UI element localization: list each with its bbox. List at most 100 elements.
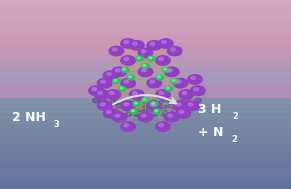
Circle shape [124,80,129,83]
Circle shape [101,103,105,106]
Circle shape [107,73,111,76]
Circle shape [173,101,188,111]
Circle shape [171,48,175,51]
Circle shape [185,101,199,111]
Circle shape [101,80,105,83]
Circle shape [168,114,172,117]
Circle shape [183,97,190,101]
Circle shape [159,97,166,101]
Circle shape [168,69,172,72]
Circle shape [156,90,170,99]
Circle shape [138,48,153,58]
Circle shape [103,71,118,80]
Circle shape [133,112,140,116]
Circle shape [142,109,149,114]
Circle shape [124,124,129,127]
Circle shape [151,112,158,116]
Circle shape [164,112,179,122]
Circle shape [142,98,149,103]
Circle shape [151,100,158,105]
Circle shape [129,41,144,50]
Circle shape [125,107,132,112]
Circle shape [103,109,118,118]
Circle shape [194,98,201,103]
Text: 3: 3 [54,120,60,129]
Circle shape [98,97,105,101]
Circle shape [109,91,114,94]
Circle shape [133,97,140,101]
Circle shape [141,69,146,72]
Circle shape [109,46,124,56]
Text: + N: + N [198,126,223,139]
Circle shape [143,64,146,66]
Circle shape [106,90,121,99]
Circle shape [191,86,205,95]
Circle shape [159,124,164,127]
Circle shape [125,100,132,105]
Circle shape [92,88,97,91]
Circle shape [98,91,102,94]
Circle shape [121,39,135,48]
Circle shape [97,101,112,111]
Circle shape [191,101,198,106]
Circle shape [171,79,178,84]
Circle shape [159,57,164,60]
Circle shape [113,79,120,84]
Circle shape [179,90,194,99]
Circle shape [162,112,169,117]
Circle shape [167,46,182,56]
Circle shape [155,110,158,112]
Circle shape [110,97,117,101]
Circle shape [141,114,146,117]
Circle shape [149,57,152,59]
Circle shape [120,100,124,102]
Circle shape [159,107,166,112]
Circle shape [143,106,148,109]
Circle shape [188,75,202,84]
Circle shape [137,57,140,59]
Circle shape [147,78,162,88]
Circle shape [156,56,170,65]
Circle shape [166,87,169,89]
Circle shape [121,122,135,131]
Text: 2: 2 [233,112,239,121]
Circle shape [158,76,161,78]
Circle shape [125,112,132,117]
Circle shape [134,102,137,104]
Circle shape [176,109,191,118]
Circle shape [173,78,188,88]
Circle shape [133,91,137,94]
Circle shape [150,80,155,83]
Circle shape [147,41,162,50]
Circle shape [89,86,103,95]
Circle shape [127,75,135,80]
Circle shape [165,86,173,91]
Circle shape [113,110,120,115]
Circle shape [138,112,153,122]
Circle shape [143,98,146,100]
Text: 3 H: 3 H [198,103,221,116]
Circle shape [148,56,155,61]
Circle shape [129,103,133,106]
Circle shape [114,80,117,81]
Circle shape [118,86,126,91]
Circle shape [149,109,153,111]
Circle shape [176,80,181,83]
Circle shape [150,103,155,106]
Circle shape [136,56,143,61]
Circle shape [114,102,118,105]
Circle shape [153,109,161,114]
Circle shape [124,57,129,60]
Circle shape [121,101,135,111]
Circle shape [171,110,178,115]
Circle shape [156,75,164,80]
Circle shape [101,100,108,105]
Circle shape [112,67,127,77]
Circle shape [124,103,129,106]
Circle shape [107,110,111,113]
Circle shape [133,101,141,106]
Circle shape [147,101,162,111]
Circle shape [95,90,109,99]
Circle shape [194,88,198,91]
Circle shape [123,68,126,70]
